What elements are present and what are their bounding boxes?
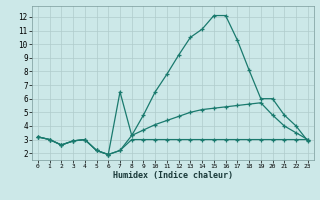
X-axis label: Humidex (Indice chaleur): Humidex (Indice chaleur) xyxy=(113,171,233,180)
